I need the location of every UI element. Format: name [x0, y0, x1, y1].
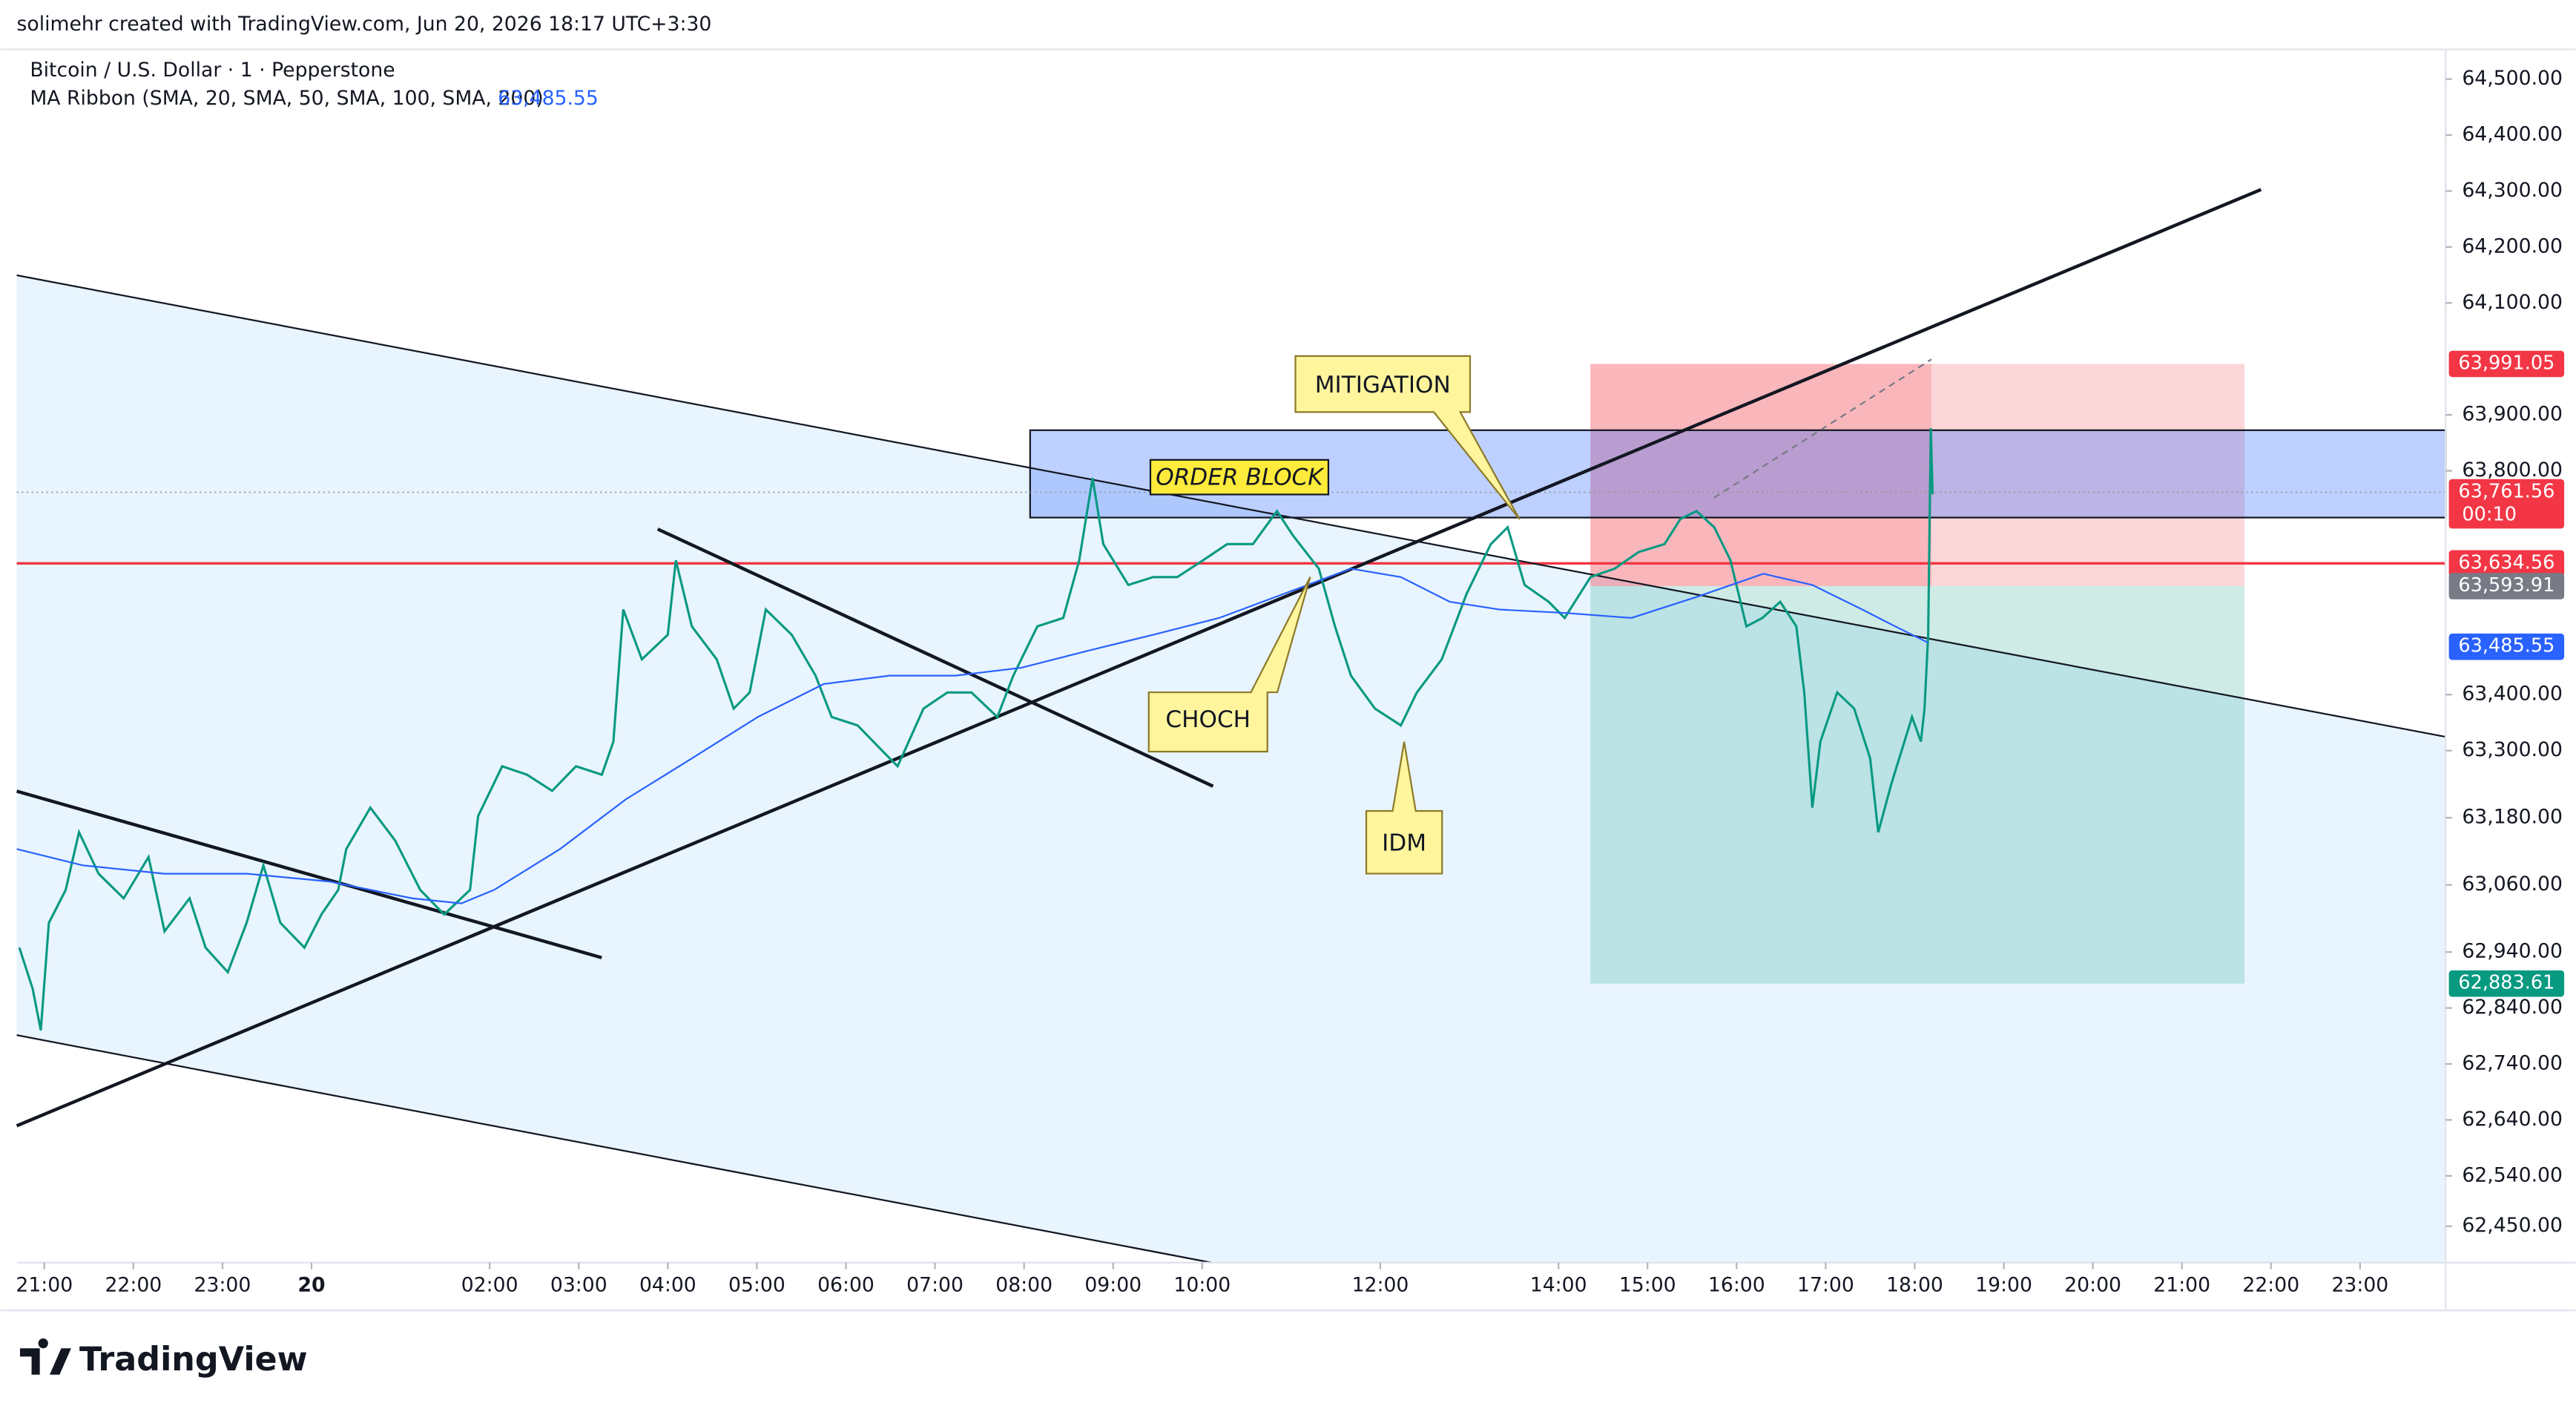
x-tick-label: 03:00: [550, 1273, 607, 1296]
y-tick-label: 63,300.00: [2462, 738, 2563, 761]
trend-line: [16, 789, 602, 959]
x-tick-label: 22:00: [105, 1273, 162, 1296]
price-tag: [2448, 550, 2565, 577]
annotation: MITIGATION: [1294, 355, 1521, 520]
x-tick-label: 05:00: [728, 1273, 785, 1296]
x-tick-label: 06:00: [817, 1273, 874, 1296]
y-tick-label: 62,450.00: [2462, 1214, 2563, 1237]
y-tick-label: 62,740.00: [2462, 1051, 2563, 1074]
x-tick-label: 20: [297, 1273, 325, 1296]
x-tick-label: 16:00: [1708, 1273, 1765, 1296]
x-tick-label: 07:00: [906, 1273, 963, 1296]
annotation-box: [1149, 459, 1330, 496]
indicator-value: 63,485.55: [498, 87, 599, 110]
price-tag-label: 63,593.91: [2458, 574, 2554, 597]
logo-mark: [20, 1338, 71, 1375]
logo-text: TradingView: [79, 1341, 308, 1379]
channel-fill: [16, 275, 2446, 1263]
y-tick-label: 64,100.00: [2462, 291, 2563, 314]
annotation-text: CHOCH: [1165, 706, 1251, 733]
y-tick-label: 63,800.00: [2462, 459, 2563, 482]
annotation: CHOCH: [1147, 576, 1311, 753]
y-tick-label: 63,180.00: [2462, 806, 2563, 829]
x-tick-label: 23:00: [2331, 1273, 2388, 1296]
x-tick-label: 19:00: [1975, 1273, 2032, 1296]
y-tick-label: 62,840.00: [2462, 996, 2563, 1019]
x-tick-label: 15:00: [1619, 1273, 1676, 1296]
y-tick-label: 64,400.00: [2462, 123, 2563, 146]
x-tick-label: 21:00: [2153, 1273, 2210, 1296]
annotation-text: MITIGATION: [1315, 372, 1451, 398]
profit-zone: [1590, 364, 2245, 586]
axes: 64,500.00 64,400.00 64,300.00 64,200.00 64,1…: [16, 67, 2565, 1296]
projection-line: [1713, 358, 1932, 499]
logo: TradingView: [20, 1338, 308, 1379]
moving-average: [16, 568, 1929, 904]
y-tick-label: 64,200.00: [2462, 234, 2563, 257]
trend-line: [656, 528, 1214, 788]
trend-line: [16, 188, 2262, 1128]
chart-title: Bitcoin / U.S. Dollar · 1 · Pepperstone: [30, 59, 395, 82]
price-tag-label: 62,883.61: [2458, 972, 2554, 994]
x-tick-label: 21:00: [16, 1273, 73, 1296]
y-tick-label: 63,060.00: [2462, 873, 2563, 896]
y-tick-label: 63,900.00: [2462, 403, 2563, 426]
callout: [1365, 741, 1443, 875]
x-tick-label: 22:00: [2242, 1273, 2299, 1296]
annotation-text: ORDER BLOCK: [1156, 464, 1325, 490]
plot: [16, 428, 1934, 1031]
price-tag: [2448, 970, 2565, 997]
y-tick-label: 64,300.00: [2462, 179, 2563, 202]
price-tag: [2448, 479, 2565, 529]
callout: [1147, 576, 1311, 753]
channel-top: [16, 274, 2446, 738]
x-tick-label: 23:00: [194, 1273, 251, 1296]
x-tick-label: 18:00: [1886, 1273, 1943, 1296]
loss-zone: [1590, 585, 2245, 984]
price-tag-label: 63,991.05: [2458, 352, 2554, 374]
y-tick-label: 64,500.00: [2462, 67, 2563, 90]
y-tick-label: 62,940.00: [2462, 940, 2563, 963]
price-tag: [2448, 350, 2565, 378]
annotation: IDM: [1365, 741, 1443, 875]
countdown: 00:10: [2462, 504, 2517, 526]
annotation-text: IDM: [1382, 830, 1426, 856]
indicator-name: MA Ribbon (SMA, 20, SMA, 50, SMA, 100, S…: [30, 87, 543, 110]
y-tick-label: 63,400.00: [2462, 683, 2563, 706]
annotation: ORDER BLOCK: [1149, 459, 1330, 496]
callout: [1294, 355, 1521, 520]
x-tick-label: 12:00: [1352, 1273, 1409, 1296]
x-tick-label: 17:00: [1797, 1273, 1854, 1296]
y-tick-label: 62,540.00: [2462, 1163, 2563, 1186]
price-tag: [2448, 573, 2565, 599]
x-tick-label: 04:00: [639, 1273, 696, 1296]
x-tick-label: 02:00: [461, 1273, 518, 1296]
x-tick-label: 20:00: [2064, 1273, 2121, 1296]
attribution: solimehr created with TradingView.com, J…: [17, 13, 712, 36]
channel-bottom: [16, 1034, 1212, 1264]
price-tag-label: 63,485.55: [2458, 635, 2554, 657]
price-tag-label: 63,634.56: [2458, 551, 2554, 574]
x-tick-label: 14:00: [1530, 1273, 1587, 1296]
x-tick-label: 08:00: [995, 1273, 1053, 1296]
price-line-series: [18, 428, 1934, 1031]
x-tick-label: 09:00: [1084, 1273, 1142, 1296]
x-tick-label: 10:00: [1173, 1273, 1231, 1296]
price-tag: [2448, 633, 2565, 660]
y-tick-label: 62,640.00: [2462, 1108, 2563, 1131]
price-tag-label: 63,761.56: [2458, 481, 2554, 503]
